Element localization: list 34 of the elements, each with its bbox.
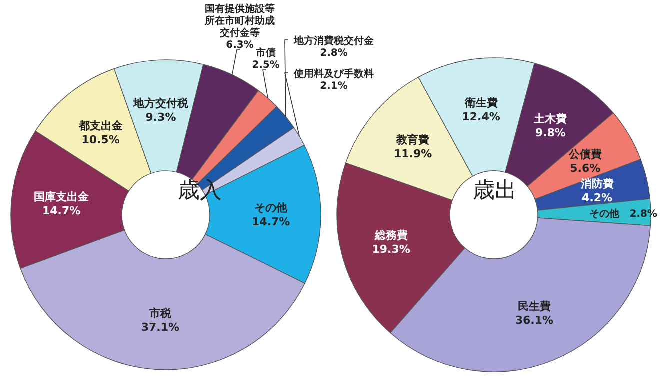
slice-label: 地方交付税 — [132, 97, 190, 110]
slice-label: 公債費 — [568, 148, 602, 162]
data-label: 19.3% — [372, 242, 410, 256]
slice-label: 地方消費税交付金 — [293, 35, 375, 47]
data-label: 12.4% — [462, 110, 500, 124]
data-label: 2.1% — [320, 81, 348, 92]
slice-label: 総務費 — [374, 228, 408, 242]
data-label: 11.9% — [394, 147, 432, 160]
data-label: 5.6% — [570, 162, 601, 176]
data-label: 4.2% — [582, 192, 613, 205]
slice-label: 国庫支出金 — [34, 190, 90, 204]
text: 歳入 — [178, 178, 222, 204]
data-label: 2.5% — [252, 60, 280, 71]
slice-label: 都支出金 — [78, 120, 124, 133]
data-label: 9.8% — [535, 126, 566, 140]
slice-label: 民生費 — [518, 300, 551, 314]
slice-label: 消防費 — [580, 178, 614, 191]
data-label: 36.1% — [515, 314, 554, 328]
data-label: 6.3% — [226, 40, 254, 51]
data-label: 14.7% — [252, 216, 290, 229]
slice-label: 市税 — [148, 306, 172, 320]
slice-label: 国有提供施設等所在市町村助成交付金等 — [204, 3, 275, 39]
data-label: 9.3% — [146, 111, 176, 124]
slice-label: 市債 — [255, 47, 276, 59]
data-label: 14.7% — [42, 204, 81, 218]
data-label: 37.1% — [141, 320, 180, 334]
slice-label: その他 — [254, 202, 289, 215]
data-label: 2.8% — [320, 48, 348, 59]
data-label: 10.5% — [82, 134, 120, 147]
slice-label: 衛生費 — [464, 96, 498, 110]
text: 歳出 — [473, 178, 517, 204]
slice-label: 使用料及び手数料 — [293, 68, 374, 80]
slice-label: 土木費 — [533, 112, 568, 126]
slice-label: 教育費 — [396, 133, 430, 146]
